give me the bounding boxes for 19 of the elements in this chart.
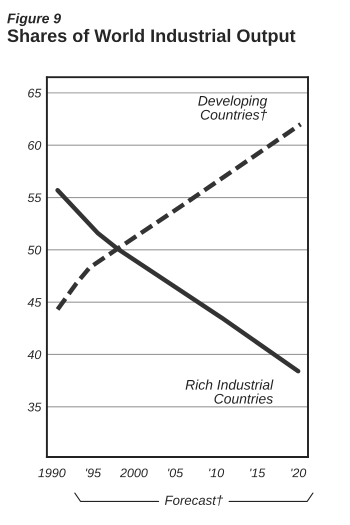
text: Forecast† [164,495,224,506]
series-label: Rich Industrial Countries [186,380,274,404]
y-tick-label: 55 [28,193,42,202]
x-tick-label: 2000 [120,468,148,478]
x-tick-label: '10 [209,468,224,478]
chart-subtitle: Figure 9 [7,13,61,26]
y-tick-label: 50 [28,246,42,254]
y-tick-label: 45 [28,298,42,307]
chart-title: Shares of World Industrial Output [8,28,296,46]
series-label: Developing Countries† [198,96,268,120]
x-tick-label: '15 [250,468,266,478]
x-tick-label: 1990 [38,468,66,478]
y-tick-label: 65 [28,88,42,98]
x-tick-label: '95 [86,468,102,478]
y-tick-label: 35 [28,402,42,412]
y-tick-label: 40 [28,350,42,360]
y-tick-label: 60 [28,140,42,150]
x-tick-label: '05 [168,468,184,478]
x-tick-label: '20 [291,468,306,478]
